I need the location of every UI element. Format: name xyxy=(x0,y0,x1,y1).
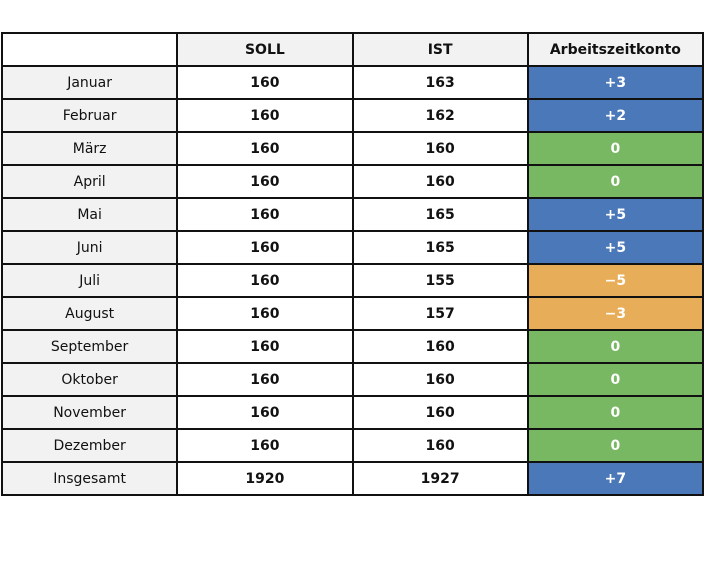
arbeitszeit-table: SOLL IST Arbeitszeitkonto Januar 160 163 +3… xyxy=(0,32,705,496)
table-row: August 160 157 −3 xyxy=(0,296,705,331)
table-row: April 160 160 0 xyxy=(0,164,705,199)
header-arbeitszeitkonto: Arbeitszeitkonto xyxy=(526,32,705,67)
konto-cell: 0 xyxy=(526,362,705,397)
table-row: November 160 160 0 xyxy=(0,395,705,430)
month-cell: November xyxy=(0,395,179,430)
month-cell: März xyxy=(0,131,179,166)
month-cell: Dezember xyxy=(0,428,179,463)
month-cell: Juni xyxy=(0,230,179,265)
ist-cell: 160 xyxy=(351,164,529,199)
konto-cell: −5 xyxy=(526,263,705,298)
month-cell: September xyxy=(0,329,179,364)
table-row: Juli 160 155 −5 xyxy=(0,263,705,298)
ist-cell: 163 xyxy=(351,65,529,100)
ist-cell: 162 xyxy=(351,98,529,133)
ist-cell: 165 xyxy=(351,197,529,232)
table-row: Januar 160 163 +3 xyxy=(0,65,705,100)
soll-cell: 160 xyxy=(176,296,354,331)
konto-cell: +3 xyxy=(526,65,705,100)
konto-cell: 0 xyxy=(526,329,705,364)
month-cell: Insgesamt xyxy=(0,461,179,496)
soll-cell: 160 xyxy=(176,395,354,430)
soll-cell: 160 xyxy=(176,65,354,100)
table-row: Februar 160 162 +2 xyxy=(0,98,705,133)
konto-cell: −3 xyxy=(526,296,705,331)
ist-cell: 160 xyxy=(351,131,529,166)
konto-cell: 0 xyxy=(526,164,705,199)
konto-cell: +5 xyxy=(526,197,705,232)
table-row: Mai 160 165 +5 xyxy=(0,197,705,232)
table-row: Juni 160 165 +5 xyxy=(0,230,705,265)
table-row: September 160 160 0 xyxy=(0,329,705,364)
konto-cell: +2 xyxy=(526,98,705,133)
ist-cell: 160 xyxy=(351,428,529,463)
month-cell: April xyxy=(0,164,179,199)
soll-cell: 160 xyxy=(176,428,354,463)
soll-cell: 160 xyxy=(176,98,354,133)
month-cell: August xyxy=(0,296,179,331)
ist-cell: 160 xyxy=(351,395,529,430)
table-row: Oktober 160 160 0 xyxy=(0,362,705,397)
konto-cell: 0 xyxy=(526,395,705,430)
ist-cell: 155 xyxy=(351,263,529,298)
ist-cell: 165 xyxy=(351,230,529,265)
month-cell: Februar xyxy=(0,98,179,133)
ist-cell: 157 xyxy=(351,296,529,331)
month-cell: Mai xyxy=(0,197,179,232)
konto-cell: 0 xyxy=(526,131,705,166)
soll-cell: 160 xyxy=(176,164,354,199)
soll-cell: 160 xyxy=(176,329,354,364)
soll-cell: 160 xyxy=(176,197,354,232)
month-cell: Januar xyxy=(0,65,179,100)
month-cell: Juli xyxy=(0,263,179,298)
header-soll: SOLL xyxy=(176,32,354,67)
header-ist: IST xyxy=(351,32,529,67)
soll-cell: 1920 xyxy=(176,461,354,496)
ist-cell: 160 xyxy=(351,329,529,364)
table-row: März 160 160 0 xyxy=(0,131,705,166)
table-row: Insgesamt 1920 1927 +7 xyxy=(0,461,705,496)
table-row: Dezember 160 160 0 xyxy=(0,428,705,463)
soll-cell: 160 xyxy=(176,230,354,265)
soll-cell: 160 xyxy=(176,131,354,166)
header-row: SOLL IST Arbeitszeitkonto xyxy=(0,32,705,67)
konto-cell: 0 xyxy=(526,428,705,463)
header-blank xyxy=(0,32,179,67)
soll-cell: 160 xyxy=(176,263,354,298)
ist-cell: 160 xyxy=(351,362,529,397)
konto-cell: +5 xyxy=(526,230,705,265)
soll-cell: 160 xyxy=(176,362,354,397)
konto-cell: +7 xyxy=(526,461,705,496)
month-cell: Oktober xyxy=(0,362,179,397)
ist-cell: 1927 xyxy=(351,461,529,496)
